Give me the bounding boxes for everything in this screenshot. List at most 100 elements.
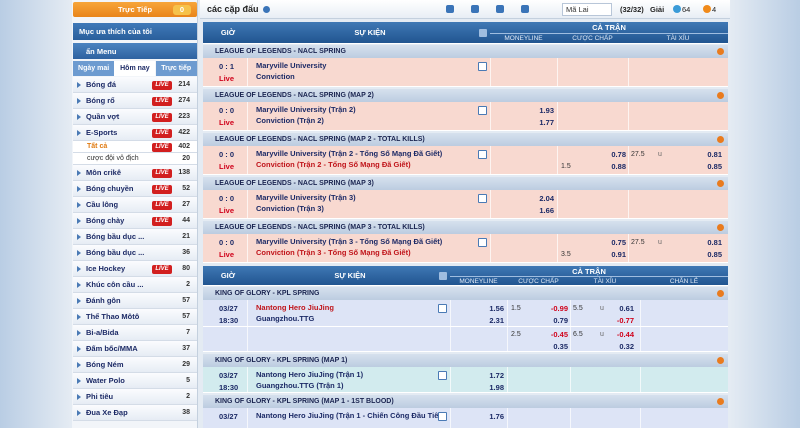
live-count-badge <box>173 5 191 15</box>
hide-menu-bar[interactable] <box>73 43 197 59</box>
favorite-star[interactable] <box>438 304 447 313</box>
sport-count: 223 <box>178 113 190 120</box>
sport-name: Cầu lông <box>86 200 119 209</box>
market-divider <box>203 326 728 327</box>
sport-row[interactable] <box>73 153 197 165</box>
column-divider <box>628 146 629 175</box>
total-odds: 0.81 <box>707 238 722 247</box>
refresh-icon[interactable] <box>717 398 724 405</box>
sport-row[interactable] <box>73 373 197 389</box>
header-column: MONEYLINE <box>504 35 543 42</box>
league-row <box>203 395 728 408</box>
total-line: 6.5 <box>573 331 583 338</box>
sport-row[interactable] <box>73 245 197 261</box>
favorite-star[interactable] <box>478 238 487 247</box>
refresh-icon[interactable] <box>717 357 724 364</box>
sport-row[interactable] <box>73 389 197 405</box>
odds-type: Mã Lai <box>566 5 589 14</box>
match-time: 03/27 <box>219 412 238 421</box>
arrow <box>77 314 81 320</box>
total-odds: 0.85 <box>707 250 722 259</box>
odds-select[interactable] <box>562 3 612 16</box>
favorite-star[interactable] <box>438 412 447 421</box>
match-row <box>203 58 728 87</box>
refresh-icon[interactable] <box>717 48 724 55</box>
arrow <box>77 218 81 224</box>
league-row <box>203 177 728 190</box>
favorites: Mục ưa thích của tôi <box>79 27 152 36</box>
refresh-icon[interactable] <box>717 92 724 99</box>
column-divider <box>640 300 641 352</box>
match-time: 03/27 <box>219 304 238 313</box>
favorite-star[interactable] <box>478 194 487 203</box>
live-badge: LIVE <box>155 218 169 224</box>
toolbar-icon[interactable] <box>471 5 479 13</box>
live-badge-bg <box>152 216 172 226</box>
table-header <box>203 22 728 44</box>
sport-count: 2 <box>186 281 190 288</box>
team: Maryville University (Trận 2) <box>256 105 356 114</box>
league-row <box>203 221 728 234</box>
sport-row[interactable] <box>73 405 197 421</box>
team: Maryville University <box>256 61 327 70</box>
sport-row[interactable] <box>73 341 197 357</box>
favorite-star[interactable] <box>478 62 487 71</box>
toolbar-icon[interactable] <box>521 5 529 13</box>
sport-row[interactable] <box>73 277 197 293</box>
refresh-icon[interactable] <box>717 290 724 297</box>
tab[interactable] <box>73 61 114 76</box>
sport-row[interactable] <box>73 293 197 309</box>
total-odds: -0.44 <box>616 330 634 339</box>
live-badge: LIVE <box>155 170 169 176</box>
column-divider <box>247 102 248 131</box>
handicap-odds: 0.35 <box>553 342 568 351</box>
sport-count: 38 <box>182 409 190 416</box>
live-now-bar[interactable] <box>73 2 197 17</box>
total-line: 27.5 <box>631 151 645 158</box>
refresh-icon[interactable] <box>717 224 724 231</box>
league-row <box>203 287 728 300</box>
header-time: GIỜ <box>220 271 236 280</box>
hide-menu: ẩn Menu <box>86 47 117 56</box>
column-divider <box>450 408 451 428</box>
league-row <box>203 45 728 58</box>
favorite-star[interactable] <box>438 371 447 380</box>
match-row <box>203 408 728 428</box>
total-side: u <box>600 305 604 312</box>
league-label: Giải <box>650 5 665 14</box>
arrow <box>77 378 81 384</box>
toolbar-icon[interactable] <box>496 5 504 13</box>
header-event: SỰ KIỆN <box>354 28 386 37</box>
arrow <box>77 266 81 272</box>
team: Guangzhou.TTG (Trận 1) <box>256 381 344 390</box>
favorite-star[interactable] <box>478 106 487 115</box>
refresh-icon[interactable] <box>717 180 724 187</box>
favorite-star[interactable] <box>478 150 487 159</box>
toolbar-icon[interactable] <box>446 5 454 13</box>
sport-count: 2 <box>186 393 190 400</box>
favorites-bar[interactable] <box>73 23 197 40</box>
sport-row[interactable] <box>73 309 197 325</box>
header-event: SỰ KIỆN <box>334 271 366 280</box>
arrow <box>77 298 81 304</box>
column-divider <box>557 190 558 219</box>
tab[interactable] <box>114 61 156 76</box>
tab[interactable] <box>155 61 197 76</box>
sport-row[interactable] <box>73 229 197 245</box>
league-row <box>203 354 728 367</box>
sport-count: 20 <box>182 155 190 162</box>
sport-row[interactable] <box>73 357 197 373</box>
team: Conviction (Trận 2 - Tổng Số Mạng Đã Giế… <box>256 160 411 169</box>
arrow <box>77 98 81 104</box>
column-divider <box>247 300 248 352</box>
column-divider <box>247 58 248 87</box>
sport-count: 5 <box>186 377 190 384</box>
total-odds: 0.32 <box>619 342 634 351</box>
refresh-icon[interactable] <box>717 136 724 143</box>
column-divider <box>570 408 571 428</box>
arrow <box>77 82 81 88</box>
sport-name: cược đội vô địch <box>87 155 139 162</box>
sport-row[interactable] <box>73 325 197 341</box>
live-badge: LIVE <box>155 202 169 208</box>
tab-label: Hôm nay <box>120 65 150 72</box>
